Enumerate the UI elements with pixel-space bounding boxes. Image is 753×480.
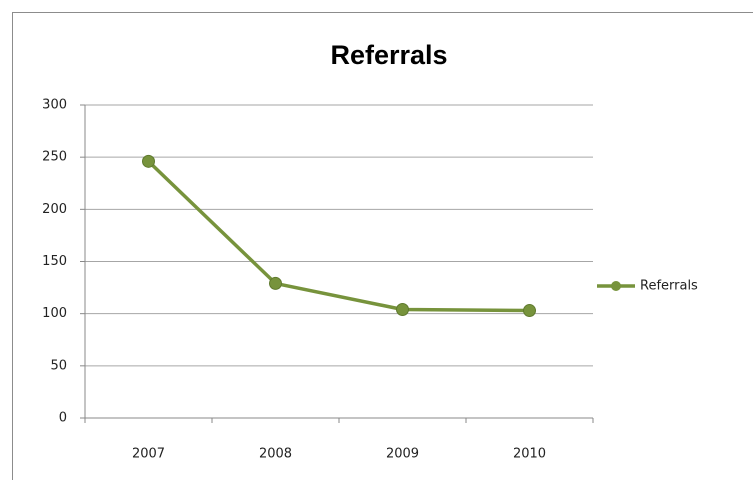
y-tick-label: 0	[59, 411, 67, 426]
y-tick-label: 150	[42, 254, 67, 269]
x-tick-label: 2009	[386, 447, 419, 462]
x-tick-label: 2008	[259, 447, 292, 462]
x-tick-label: 2007	[132, 447, 165, 462]
y-tick-label: 50	[50, 358, 67, 373]
y-tick-label: 100	[42, 306, 67, 321]
marker	[396, 302, 409, 316]
marker	[523, 304, 536, 318]
line	[147, 160, 530, 313]
chart-title: Referrals	[330, 40, 447, 70]
x-tick-label: 2010	[513, 447, 546, 462]
marker	[142, 154, 155, 168]
marker	[269, 276, 282, 290]
chart-border	[12, 12, 753, 480]
legend-label: Referrals	[640, 279, 698, 294]
legend-marker	[611, 281, 621, 291]
y-tick-label: 250	[42, 150, 67, 165]
y-tick-label: 300	[42, 98, 67, 113]
y-tick-label: 200	[42, 202, 67, 217]
